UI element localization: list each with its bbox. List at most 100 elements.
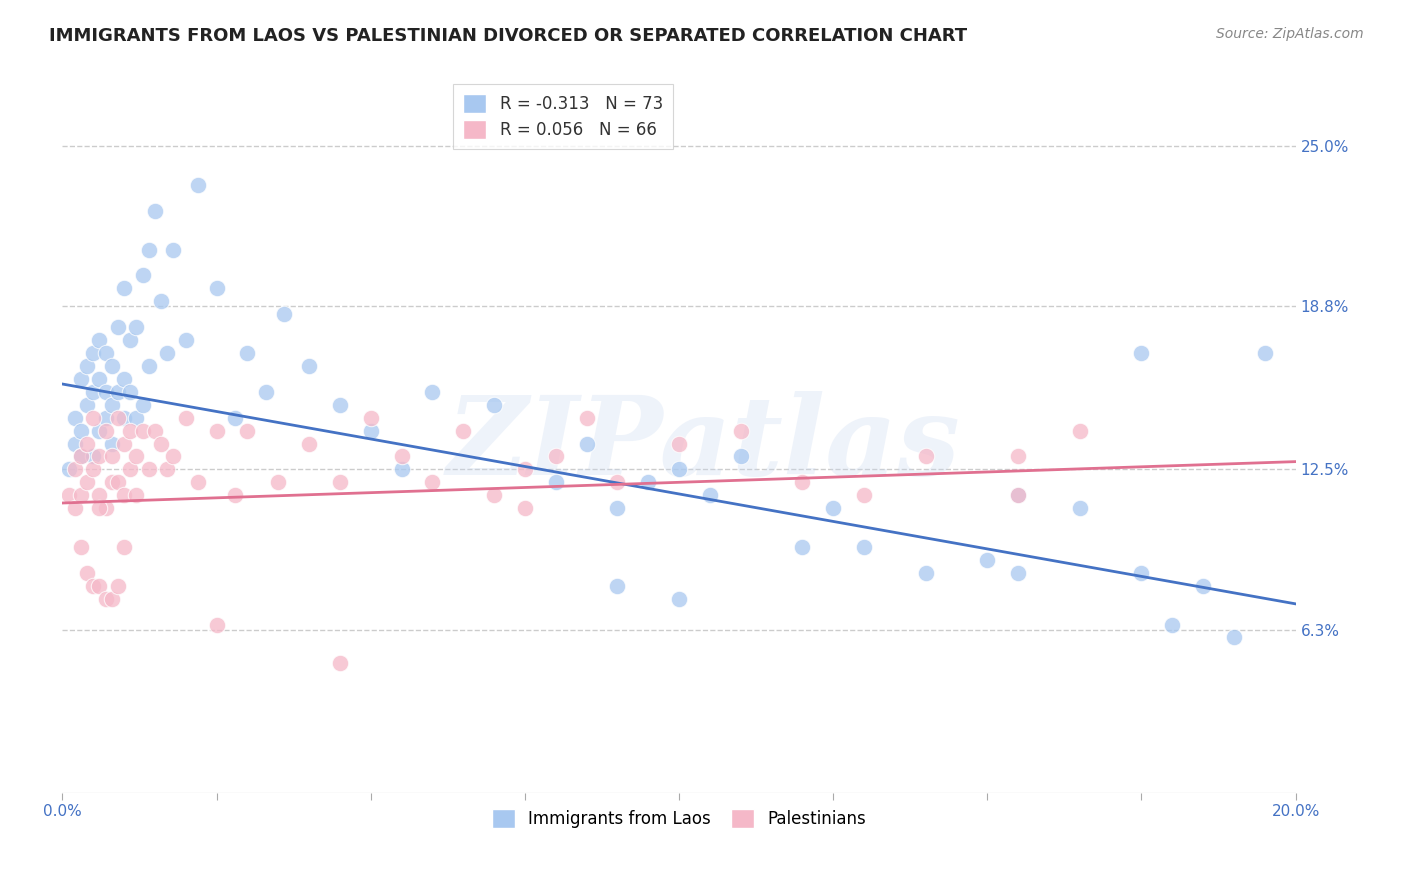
Point: [125, 488, 148, 502]
Point: [89, 333, 111, 347]
Legend: Immigrants from Laos, Palestinians: Immigrants from Laos, Palestinians: [485, 803, 873, 835]
Point: [187, 475, 209, 490]
Point: [236, 424, 259, 438]
Point: [76, 566, 98, 580]
Point: [101, 436, 124, 450]
Point: [112, 436, 135, 450]
Text: ZIPatlas: ZIPatlas: [447, 392, 960, 499]
Text: Source: ZipAtlas.com: Source: ZipAtlas.com: [1216, 27, 1364, 41]
Point: [112, 281, 135, 295]
Point: [422, 384, 444, 399]
Point: [267, 475, 290, 490]
Point: [1069, 424, 1091, 438]
Point: [544, 450, 567, 464]
Point: [451, 424, 474, 438]
Point: [82, 384, 104, 399]
Point: [174, 410, 197, 425]
Point: [1161, 617, 1184, 632]
Point: [668, 591, 690, 606]
Point: [236, 346, 259, 360]
Point: [853, 488, 876, 502]
Point: [298, 436, 321, 450]
Point: [76, 475, 98, 490]
Point: [1192, 579, 1215, 593]
Point: [125, 410, 148, 425]
Point: [162, 243, 184, 257]
Point: [94, 410, 117, 425]
Point: [1069, 501, 1091, 516]
Point: [89, 579, 111, 593]
Point: [138, 359, 160, 373]
Point: [360, 424, 382, 438]
Point: [138, 462, 160, 476]
Point: [1007, 566, 1029, 580]
Point: [94, 501, 117, 516]
Point: [699, 488, 721, 502]
Point: [94, 591, 117, 606]
Point: [224, 410, 246, 425]
Point: [70, 372, 93, 386]
Point: [823, 501, 845, 516]
Point: [112, 488, 135, 502]
Point: [575, 436, 598, 450]
Point: [143, 424, 166, 438]
Point: [101, 398, 124, 412]
Point: [513, 462, 536, 476]
Point: [637, 475, 659, 490]
Point: [94, 384, 117, 399]
Point: [63, 501, 86, 516]
Point: [792, 475, 814, 490]
Point: [544, 475, 567, 490]
Point: [107, 410, 129, 425]
Point: [1254, 346, 1277, 360]
Point: [131, 398, 153, 412]
Point: [391, 450, 413, 464]
Point: [82, 462, 104, 476]
Point: [82, 346, 104, 360]
Point: [101, 591, 124, 606]
Point: [120, 333, 142, 347]
Point: [94, 346, 117, 360]
Point: [63, 462, 86, 476]
Point: [482, 488, 505, 502]
Point: [329, 398, 352, 412]
Point: [63, 410, 86, 425]
Point: [76, 359, 98, 373]
Point: [150, 294, 173, 309]
Point: [575, 410, 598, 425]
Point: [82, 450, 104, 464]
Point: [391, 462, 413, 476]
Point: [914, 566, 936, 580]
Point: [156, 462, 179, 476]
Point: [1130, 346, 1153, 360]
Point: [668, 462, 690, 476]
Point: [89, 424, 111, 438]
Point: [58, 488, 80, 502]
Point: [76, 436, 98, 450]
Point: [112, 410, 135, 425]
Point: [125, 450, 148, 464]
Point: [89, 488, 111, 502]
Point: [131, 424, 153, 438]
Point: [914, 450, 936, 464]
Point: [205, 424, 228, 438]
Point: [853, 540, 876, 554]
Point: [298, 359, 321, 373]
Point: [82, 579, 104, 593]
Point: [162, 450, 184, 464]
Point: [70, 424, 93, 438]
Point: [273, 307, 295, 321]
Point: [143, 203, 166, 218]
Point: [131, 268, 153, 283]
Point: [94, 424, 117, 438]
Point: [1130, 566, 1153, 580]
Point: [730, 424, 752, 438]
Point: [730, 450, 752, 464]
Point: [150, 436, 173, 450]
Point: [205, 617, 228, 632]
Point: [101, 475, 124, 490]
Point: [101, 450, 124, 464]
Point: [1007, 488, 1029, 502]
Point: [1223, 631, 1246, 645]
Point: [89, 450, 111, 464]
